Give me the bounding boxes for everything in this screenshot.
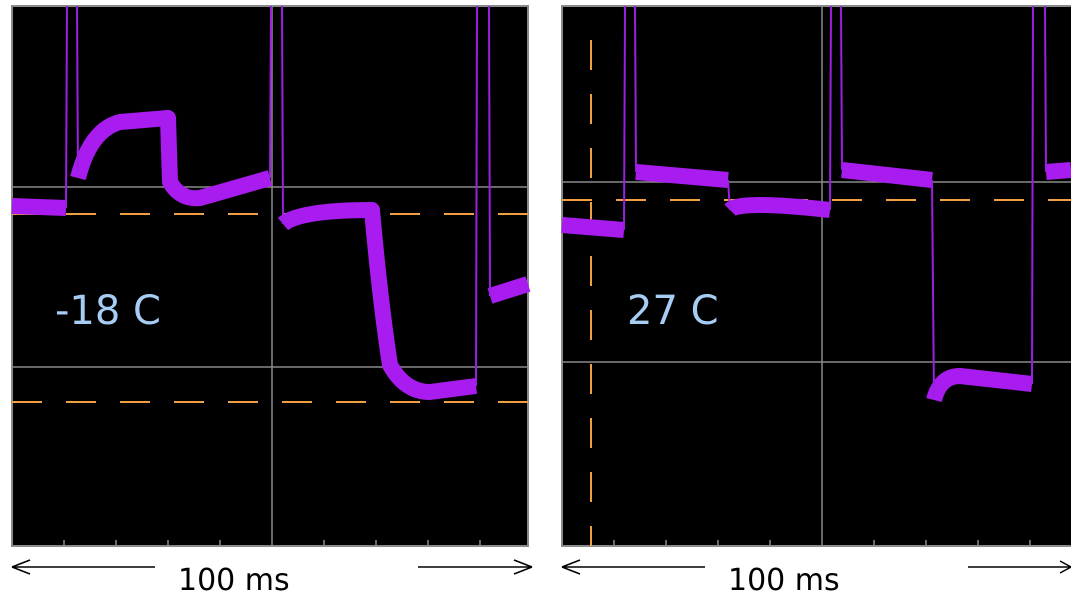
waveform xyxy=(842,170,932,180)
waveform xyxy=(1046,170,1071,172)
arrow-left xyxy=(12,560,155,574)
temperature-label: 27 C xyxy=(627,288,719,334)
time-span-label: 100 ms xyxy=(178,563,290,598)
page: -18 C 100 ms 27 C 100 ms (() => { const … xyxy=(0,0,1071,598)
arrow-right xyxy=(968,561,1071,573)
scope-panel-left: -18 C 100 ms xyxy=(12,6,532,598)
screenshot: -18 C 100 ms 27 C 100 ms xyxy=(0,0,1071,598)
scope-frame xyxy=(562,6,1071,546)
waveform xyxy=(730,205,830,210)
waveform xyxy=(12,206,66,208)
time-span-label: 100 ms xyxy=(728,563,840,598)
waveform xyxy=(562,225,624,230)
scope-panel-right: 27 C 100 ms xyxy=(562,6,1071,598)
arrow-left xyxy=(562,560,705,574)
arrow-right xyxy=(418,560,532,574)
temperature-label: -18 C xyxy=(55,288,161,334)
waveform xyxy=(636,172,728,180)
